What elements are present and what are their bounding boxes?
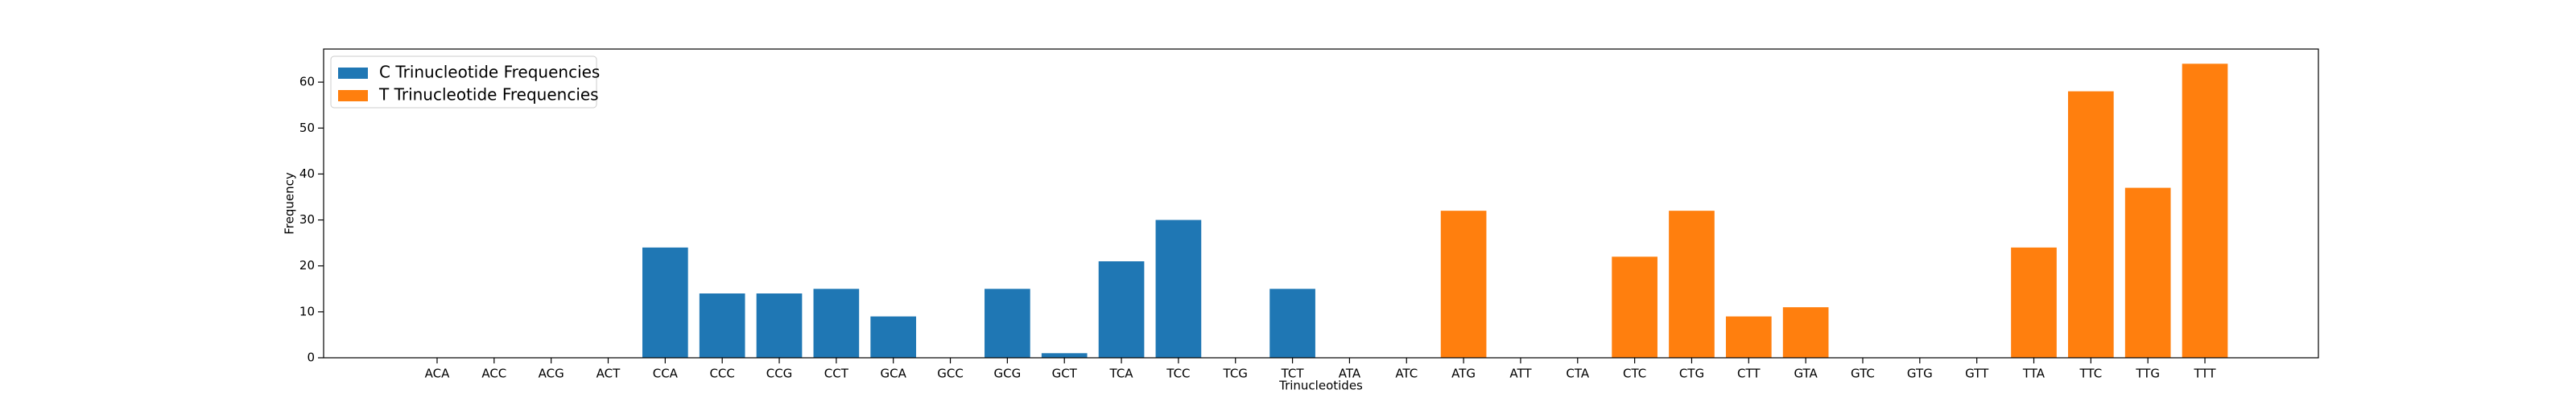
bar [642,247,688,358]
x-tick-label: ATC [1395,367,1418,381]
x-tick-label: ACG [539,367,564,381]
x-tick-label: CTC [1623,367,1646,381]
legend-label: C Trinucleotide Frequencies [379,63,600,82]
legend-label: T Trinucleotide Frequencies [378,85,599,105]
bar [1098,261,1145,358]
x-tick-label: GCA [881,367,907,381]
x-tick-label: TTC [2079,367,2103,381]
x-tick-label: TCT [1281,367,1305,381]
y-axis-label: Frequency [283,172,297,235]
x-tick-label: CCA [653,367,679,381]
bar [2124,187,2171,358]
x-tick-label: GTA [1794,367,1818,381]
y-tick-label: 20 [299,258,315,273]
bar [2182,64,2228,359]
bar [1725,316,1772,358]
x-tick-label: TCC [1166,367,1190,381]
legend-frame [330,55,597,109]
y-tick-label: 40 [299,166,315,181]
x-tick-label: CTG [1679,367,1704,381]
x-tick-label: TTA [2022,367,2046,381]
x-tick-label: GTT [1965,367,1989,381]
bar [699,293,745,358]
bar [870,316,917,358]
bar [1155,219,1202,358]
bar [985,289,1030,358]
bar [1440,211,1487,358]
bar [1269,289,1315,358]
x-tick-label: GTG [1907,367,1933,381]
bar [2011,247,2057,358]
bar [1612,256,1657,358]
plot-frame [323,48,2319,359]
x-tick-label: CTA [1566,367,1589,381]
bar [756,293,803,358]
legend-swatch [338,90,368,101]
x-tick-label: GTC [1851,367,1875,381]
bar [1041,353,1088,358]
x-tick-label: ATT [1509,367,1532,381]
x-axis-label: Trinucleotides [1278,379,1363,393]
x-tick-label: ACA [425,367,450,381]
x-tick-label: TCG [1223,367,1248,381]
bar [2068,91,2114,359]
x-tick-label: GCC [937,367,964,381]
x-tick-label: CCT [824,367,849,381]
x-tick-label: ATG [1451,367,1476,381]
y-tick-label: 50 [299,121,315,135]
y-tick-label: 10 [299,304,315,318]
bar [1782,307,1829,358]
y-tick-label: 0 [307,351,315,365]
x-tick-label: CTT [1737,367,1761,381]
x-tick-label: TTG [2135,367,2160,381]
legend-swatch [338,68,368,79]
x-tick-label: TTT [2194,367,2217,381]
x-tick-label: ACC [481,367,506,381]
bar [813,289,860,358]
x-tick-label: ATA [1339,367,1361,381]
x-tick-label: CCC [709,367,734,381]
y-tick-label: 30 [299,212,315,227]
bar [1669,211,1715,358]
x-tick-label: TCA [1109,367,1134,381]
y-tick-label: 60 [299,75,315,89]
x-tick-label: GCT [1052,367,1078,381]
x-tick-label: CCG [766,367,793,381]
x-tick-label: ACT [597,367,621,381]
x-tick-label: GCG [994,367,1022,381]
